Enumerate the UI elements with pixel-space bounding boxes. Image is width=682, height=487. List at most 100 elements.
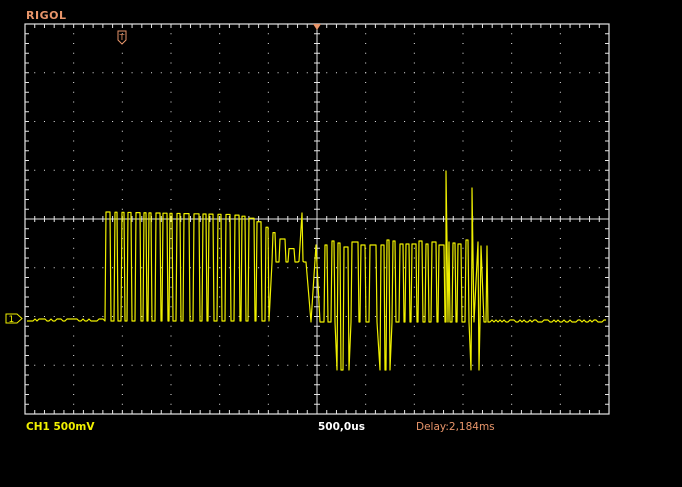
graticule-dot <box>219 316 221 317</box>
graticule-dot <box>365 403 367 405</box>
graticule-dot <box>267 150 269 152</box>
graticule-dot <box>121 130 123 132</box>
graticule-dot <box>92 72 94 74</box>
graticule-dot <box>121 296 123 298</box>
graticule-dot <box>413 277 415 278</box>
graticule-dot <box>170 345 172 347</box>
graticule-dot <box>550 72 552 74</box>
graticule-dot <box>365 52 367 54</box>
graticule-dot <box>219 169 221 171</box>
graticule-dot <box>73 257 75 259</box>
graticule-dot <box>170 355 172 356</box>
graticule-dot <box>365 140 367 142</box>
graticule-dot <box>443 316 445 317</box>
graticule-dot <box>219 189 221 191</box>
graticule-dot <box>511 169 513 171</box>
graticule-dot <box>472 72 474 74</box>
graticule-dot <box>511 33 513 35</box>
graticule-dot <box>73 101 75 103</box>
graticule-dot <box>413 82 415 83</box>
graticule-dot <box>267 130 269 132</box>
graticule-dot <box>511 150 513 152</box>
graticule-dot <box>345 316 347 317</box>
graticule-dot <box>209 364 211 366</box>
graticule-dot <box>462 306 464 308</box>
brand-logo: RIGOL <box>26 9 67 22</box>
graticule-dot <box>170 267 172 269</box>
graticule-dot <box>112 316 114 317</box>
graticule-dot <box>267 82 269 83</box>
graticule-dot <box>365 33 367 35</box>
graticule-dot <box>365 335 367 337</box>
graticule-dot <box>511 228 513 230</box>
graticule-dot <box>462 257 464 259</box>
graticule-dot <box>433 169 435 171</box>
graticule-dot <box>511 111 513 113</box>
graticule-dot <box>559 52 561 54</box>
graticule-dot <box>102 364 104 366</box>
graticule-dot <box>121 384 123 386</box>
graticule-dot <box>491 364 493 366</box>
graticule-dot <box>413 335 415 337</box>
graticule-dot <box>170 325 172 327</box>
graticule-dot <box>73 296 75 298</box>
graticule-dot <box>219 335 221 337</box>
graticule-dot <box>151 121 153 122</box>
graticule-dot <box>248 169 250 171</box>
graticule-dot <box>121 101 123 103</box>
graticule-dot <box>511 208 513 210</box>
graticule-dot <box>559 228 561 230</box>
graticule-dot <box>170 33 172 35</box>
graticule-dot <box>160 364 162 366</box>
graticule-dot <box>345 169 347 171</box>
graticule-dot <box>511 306 513 308</box>
graticule-dot <box>267 101 269 103</box>
graticule-dot <box>413 62 415 64</box>
graticule-dot <box>540 316 542 317</box>
graticule-dot <box>219 374 221 376</box>
graticule-dot <box>462 267 464 269</box>
graticule-dot <box>73 160 75 161</box>
graticule-dot <box>365 91 367 93</box>
graticule-dot <box>433 364 435 366</box>
graticule-dot <box>170 247 172 249</box>
graticule-dot <box>121 364 123 366</box>
graticule-dot <box>297 316 299 317</box>
graticule-dot <box>219 72 221 74</box>
graticule-dot <box>238 316 240 317</box>
graticule-dot <box>267 52 269 54</box>
graticule-dot <box>413 33 415 35</box>
graticule-dot <box>530 121 532 122</box>
graticule-dot <box>462 121 464 122</box>
graticule-dot <box>180 72 182 74</box>
graticule-dot <box>462 52 464 54</box>
graticule-dot <box>550 267 552 269</box>
graticule-dot <box>43 364 45 366</box>
graticule-dot <box>404 121 406 122</box>
graticule-dot <box>326 316 328 317</box>
graticule-dot <box>462 169 464 171</box>
graticule-dot <box>267 374 269 376</box>
graticule-dot <box>374 72 376 74</box>
graticule-dot <box>189 72 191 74</box>
ch1-waveform-layer <box>27 170 606 371</box>
graticule-dot <box>589 72 591 74</box>
graticule-dot <box>121 208 123 210</box>
graticule-dot <box>511 160 513 161</box>
graticule-dot <box>384 72 386 74</box>
graticule-dot <box>472 316 474 317</box>
graticule-dot <box>209 267 211 269</box>
graticule-dot <box>569 72 571 74</box>
graticule-dot <box>267 345 269 347</box>
graticule-dot <box>73 267 75 269</box>
graticule-dot <box>267 121 269 122</box>
graticule-dot <box>413 384 415 386</box>
graticule-dot <box>550 364 552 366</box>
graticule-dot <box>121 179 123 181</box>
graticule-dot <box>82 364 84 366</box>
graticule-dot <box>160 169 162 171</box>
graticule-dot <box>462 238 464 239</box>
graticule-dot <box>267 189 269 191</box>
graticule-dot <box>394 121 396 122</box>
graticule-dot <box>559 91 561 93</box>
